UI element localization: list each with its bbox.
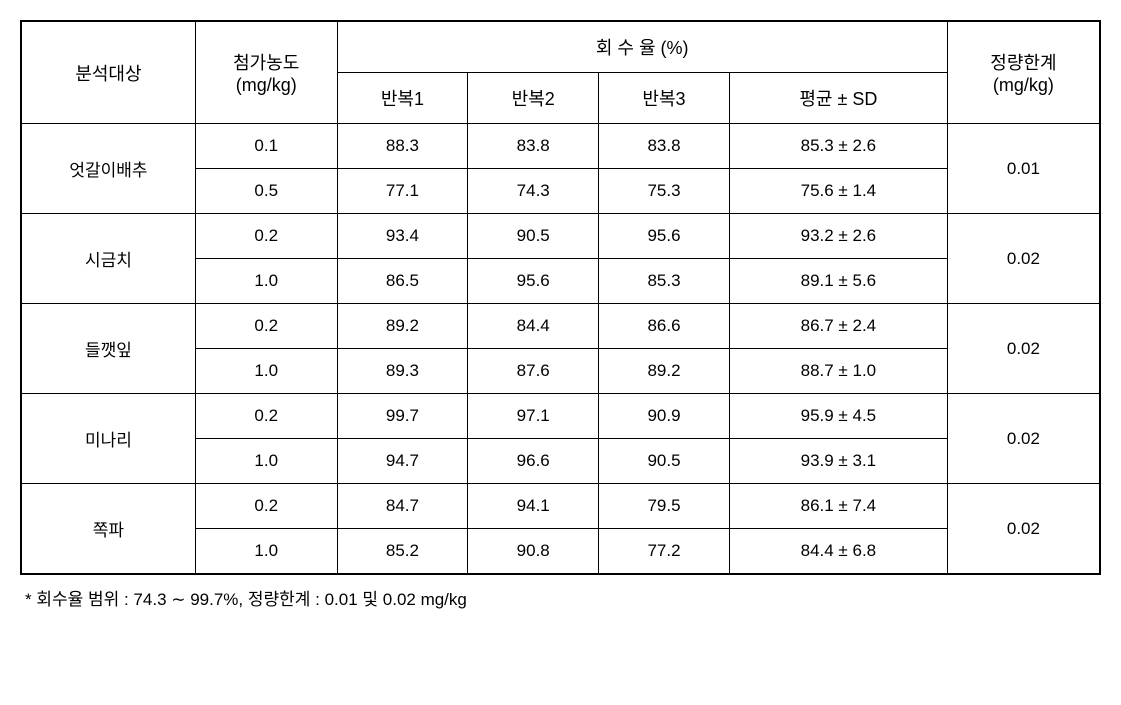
cell-r2: 90.8 [468, 529, 599, 575]
cell-conc: 0.5 [195, 169, 337, 214]
cell-conc: 0.2 [195, 214, 337, 259]
cell-r1: 84.7 [337, 484, 468, 529]
header-concentration-unit: (mg/kg) [236, 75, 297, 95]
cell-r1: 93.4 [337, 214, 468, 259]
cell-r2: 84.4 [468, 304, 599, 349]
cell-r3: 75.3 [599, 169, 730, 214]
cell-r2: 94.1 [468, 484, 599, 529]
cell-r1: 77.1 [337, 169, 468, 214]
header-analysis-target: 분석대상 [21, 21, 195, 124]
cell-target: 들깻잎 [21, 304, 195, 394]
table-body: 엇갈이배추 0.1 88.3 83.8 83.8 85.3 ± 2.6 0.01… [21, 124, 1100, 575]
table-row: 시금치 0.2 93.4 90.5 95.6 93.2 ± 2.6 0.02 [21, 214, 1100, 259]
cell-r1: 99.7 [337, 394, 468, 439]
cell-loq: 0.02 [947, 394, 1100, 484]
cell-r1: 89.3 [337, 349, 468, 394]
cell-conc: 1.0 [195, 259, 337, 304]
cell-mean: 88.7 ± 1.0 [729, 349, 947, 394]
cell-r2: 95.6 [468, 259, 599, 304]
cell-loq: 0.02 [947, 214, 1100, 304]
cell-r3: 90.9 [599, 394, 730, 439]
cell-r2: 83.8 [468, 124, 599, 169]
header-rep2: 반복2 [468, 73, 599, 124]
cell-mean: 86.7 ± 2.4 [729, 304, 947, 349]
cell-r3: 86.6 [599, 304, 730, 349]
cell-r1: 89.2 [337, 304, 468, 349]
cell-mean: 95.9 ± 4.5 [729, 394, 947, 439]
cell-conc: 1.0 [195, 349, 337, 394]
table-header: 분석대상 첨가농도 (mg/kg) 회 수 율 (%) 정량한계 (mg/kg)… [21, 21, 1100, 124]
cell-mean: 93.2 ± 2.6 [729, 214, 947, 259]
cell-r3: 83.8 [599, 124, 730, 169]
header-mean-sd: 평균 ± SD [729, 73, 947, 124]
cell-r2: 74.3 [468, 169, 599, 214]
header-loq-label: 정량한계 [990, 53, 1056, 73]
cell-conc: 0.2 [195, 304, 337, 349]
cell-r3: 85.3 [599, 259, 730, 304]
cell-loq: 0.02 [947, 304, 1100, 394]
cell-r3: 90.5 [599, 439, 730, 484]
cell-conc: 0.2 [195, 394, 337, 439]
cell-loq: 0.02 [947, 484, 1100, 575]
cell-target: 쪽파 [21, 484, 195, 575]
header-row-1: 분석대상 첨가농도 (mg/kg) 회 수 율 (%) 정량한계 (mg/kg) [21, 21, 1100, 73]
cell-r3: 89.2 [599, 349, 730, 394]
table-row: 미나리 0.2 99.7 97.1 90.9 95.9 ± 4.5 0.02 [21, 394, 1100, 439]
cell-target: 시금치 [21, 214, 195, 304]
cell-r3: 95.6 [599, 214, 730, 259]
cell-conc: 0.2 [195, 484, 337, 529]
cell-r2: 87.6 [468, 349, 599, 394]
table-row: 엇갈이배추 0.1 88.3 83.8 83.8 85.3 ± 2.6 0.01 [21, 124, 1100, 169]
header-recovery-rate: 회 수 율 (%) [337, 21, 947, 73]
cell-r2: 90.5 [468, 214, 599, 259]
cell-r2: 97.1 [468, 394, 599, 439]
cell-r3: 79.5 [599, 484, 730, 529]
cell-r1: 86.5 [337, 259, 468, 304]
cell-r1: 85.2 [337, 529, 468, 575]
cell-conc: 1.0 [195, 529, 337, 575]
table-row: 쪽파 0.2 84.7 94.1 79.5 86.1 ± 7.4 0.02 [21, 484, 1100, 529]
cell-r3: 77.2 [599, 529, 730, 575]
cell-target: 엇갈이배추 [21, 124, 195, 214]
footnote-text: * 회수율 범위 : 74.3 ∼ 99.7%, 정량한계 : 0.01 및 0… [20, 585, 1101, 610]
header-concentration-label: 첨가농도 [233, 53, 299, 73]
header-rep1: 반복1 [337, 73, 468, 124]
header-concentration: 첨가농도 (mg/kg) [195, 21, 337, 124]
cell-r1: 94.7 [337, 439, 468, 484]
header-loq-unit: (mg/kg) [993, 75, 1054, 95]
cell-r1: 88.3 [337, 124, 468, 169]
header-rep3: 반복3 [599, 73, 730, 124]
cell-mean: 85.3 ± 2.6 [729, 124, 947, 169]
cell-mean: 93.9 ± 3.1 [729, 439, 947, 484]
cell-mean: 89.1 ± 5.6 [729, 259, 947, 304]
cell-r2: 96.6 [468, 439, 599, 484]
cell-mean: 75.6 ± 1.4 [729, 169, 947, 214]
cell-mean: 86.1 ± 7.4 [729, 484, 947, 529]
cell-conc: 1.0 [195, 439, 337, 484]
header-loq: 정량한계 (mg/kg) [947, 21, 1100, 124]
table-row: 들깻잎 0.2 89.2 84.4 86.6 86.7 ± 2.4 0.02 [21, 304, 1100, 349]
cell-target: 미나리 [21, 394, 195, 484]
recovery-rate-table: 분석대상 첨가농도 (mg/kg) 회 수 율 (%) 정량한계 (mg/kg)… [20, 20, 1101, 575]
cell-conc: 0.1 [195, 124, 337, 169]
cell-loq: 0.01 [947, 124, 1100, 214]
cell-mean: 84.4 ± 6.8 [729, 529, 947, 575]
